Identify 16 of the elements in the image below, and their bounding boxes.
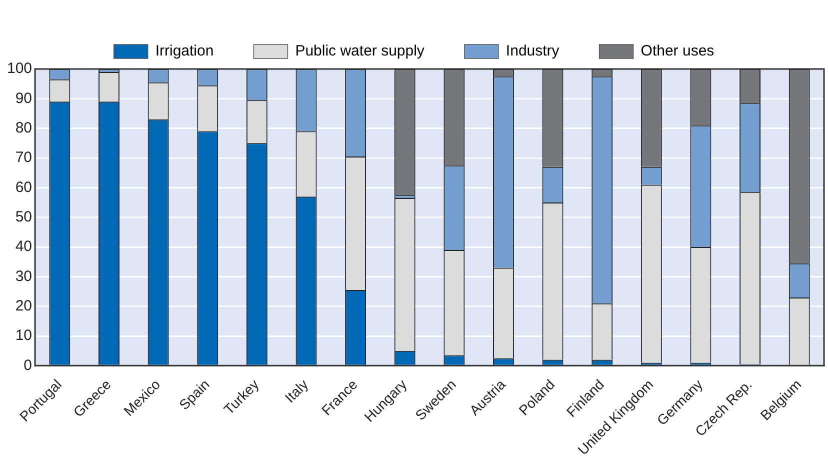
y-tick-label: 40 [15, 238, 32, 256]
y-tick-label: 90 [15, 90, 32, 107]
legend-label: Industry [506, 42, 560, 60]
legend-label: Public water supply [295, 42, 425, 60]
y-tick-label: 50 [15, 208, 32, 226]
y-tick-label: 60 [15, 178, 32, 196]
y-tick-label: 0 [24, 356, 32, 374]
y-tick-label: 10 [15, 327, 32, 344]
y-tick-label: 20 [15, 297, 32, 314]
y-tick-label: 100 [6, 60, 32, 78]
x-tick-label: Italy [282, 376, 312, 406]
y-tick-label: 30 [15, 268, 32, 285]
legend-label: Irrigation [155, 42, 214, 60]
y-tick-label: 80 [15, 119, 32, 136]
y-tick-label: 70 [15, 149, 32, 166]
legend-label: Other uses [640, 42, 714, 60]
